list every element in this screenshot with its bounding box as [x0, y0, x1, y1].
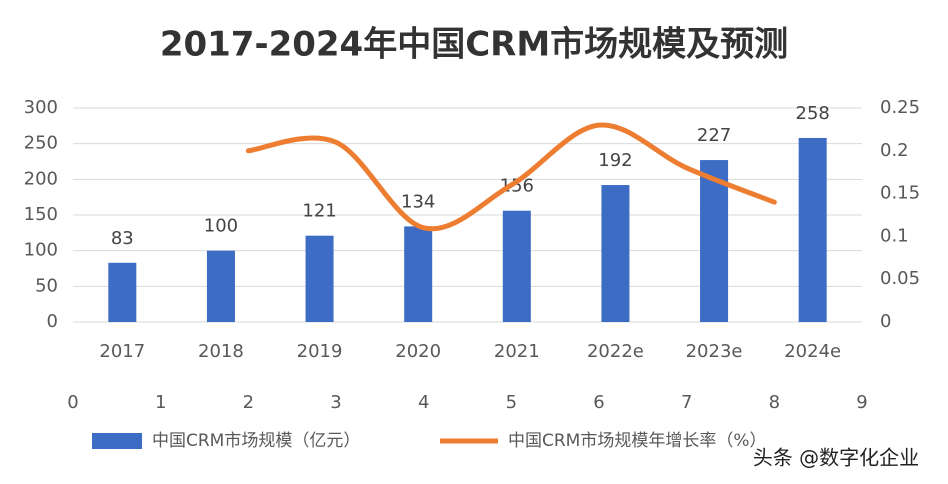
line — [245, 122, 777, 232]
x-tick-label: 2024e — [784, 341, 841, 362]
y-tick-label: 250 — [24, 133, 58, 154]
x2-tick-label: 5 — [506, 392, 517, 413]
bar — [305, 235, 334, 322]
bar — [601, 185, 630, 322]
y2-tick-label: 0.1 — [880, 225, 909, 246]
legend-label: 中国CRM市场规模年增长率（%） — [508, 431, 767, 451]
y-tick-label: 0 — [47, 311, 58, 332]
data-label: 227 — [697, 125, 731, 146]
watermark: 头条 @数字化企业 — [753, 446, 919, 470]
chart-title: 2017-2024年中国CRM市场规模及预测 — [160, 25, 788, 65]
x-tick-label: 2022e — [587, 341, 644, 362]
x2-tick-label: 2 — [243, 392, 254, 413]
data-label: 83 — [111, 228, 134, 249]
x2-tick-label: 8 — [769, 392, 780, 413]
y-tick-label: 150 — [24, 204, 58, 225]
x-tick-label: 2018 — [198, 341, 244, 362]
bar — [502, 210, 531, 322]
x-tick-label: 2023e — [686, 341, 743, 362]
bar — [108, 262, 137, 322]
bar — [206, 250, 235, 322]
y2-tick-label: 0.25 — [880, 97, 920, 118]
x-tick-label: 2019 — [297, 341, 343, 362]
x2-tick-label: 1 — [155, 392, 166, 413]
x2-tick-label: 4 — [418, 392, 429, 413]
x2-tick-label: 3 — [330, 392, 341, 413]
y-tick-label: 50 — [35, 275, 58, 296]
bar — [798, 137, 827, 322]
x2-tick-label: 9 — [856, 392, 867, 413]
x2-tick-label: 0 — [67, 392, 78, 413]
data-label: 258 — [796, 103, 830, 124]
data-label: 192 — [598, 150, 632, 171]
y2-tick-label: 0.15 — [880, 183, 920, 204]
data-label: 134 — [401, 191, 435, 212]
y-tick-label: 200 — [24, 168, 58, 189]
y-tick-label: 300 — [24, 97, 58, 118]
bar — [700, 160, 729, 322]
y2-tick-label: 0.05 — [880, 268, 920, 289]
x2-tick-label: 7 — [681, 392, 692, 413]
data-label: 121 — [302, 201, 336, 222]
x-tick-label: 2017 — [99, 341, 145, 362]
bar — [404, 226, 433, 322]
y2-tick-label: 0 — [880, 311, 891, 332]
legend-label: 中国CRM市场规模（亿元） — [152, 431, 360, 451]
data-label: 100 — [204, 216, 238, 237]
x2-tick-label: 6 — [593, 392, 604, 413]
legend-swatch — [92, 433, 142, 449]
y2-tick-label: 0.2 — [880, 140, 909, 161]
y-tick-label: 100 — [24, 240, 58, 261]
data-label: 156 — [500, 176, 534, 197]
x-tick-label: 2021 — [494, 341, 540, 362]
x-tick-label: 2020 — [395, 341, 441, 362]
